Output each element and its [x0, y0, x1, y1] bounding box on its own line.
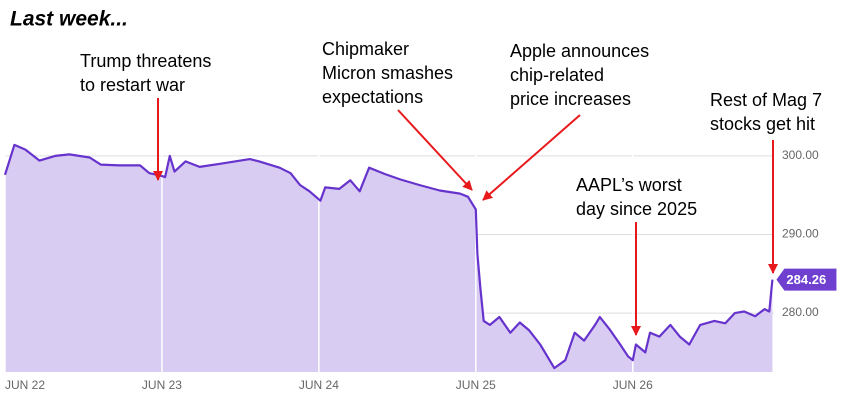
x-tick-label: JUN 23 [142, 378, 182, 392]
annotation: Chipmaker [322, 39, 409, 59]
annotation: chip-related [510, 65, 604, 85]
annotation: Rest of Mag 7 [710, 90, 822, 110]
chart-title: Last week... [10, 8, 128, 31]
price-tag [776, 268, 837, 291]
annotation: AAPL’s worst [576, 175, 682, 195]
y-tick-label: 280.00 [782, 305, 819, 319]
x-tick-label: JUN 25 [456, 378, 496, 392]
y-tick-label: 290.00 [782, 227, 819, 241]
x-tick-label: JUN 26 [613, 378, 653, 392]
price-label: 284.26 [786, 272, 826, 287]
price-line [3, 143, 774, 370]
annotation: Apple announces [510, 41, 649, 61]
annotation-arrow [482, 114, 581, 201]
area [5, 144, 773, 372]
annotation: price increases [510, 89, 631, 109]
annotation: stocks get hit [710, 114, 815, 134]
annotation: Micron smashes [322, 63, 453, 83]
annotation: expectations [322, 87, 423, 107]
annotation-arrow [397, 109, 473, 191]
x-tick-label: JUN 22 [5, 378, 45, 392]
x-tick-label: JUN 24 [299, 378, 339, 392]
annotation: Trump threatens [80, 51, 211, 71]
annotation: to restart war [80, 75, 185, 95]
annotation: day since 2025 [576, 199, 697, 219]
y-tick-label: 300.00 [782, 148, 819, 162]
